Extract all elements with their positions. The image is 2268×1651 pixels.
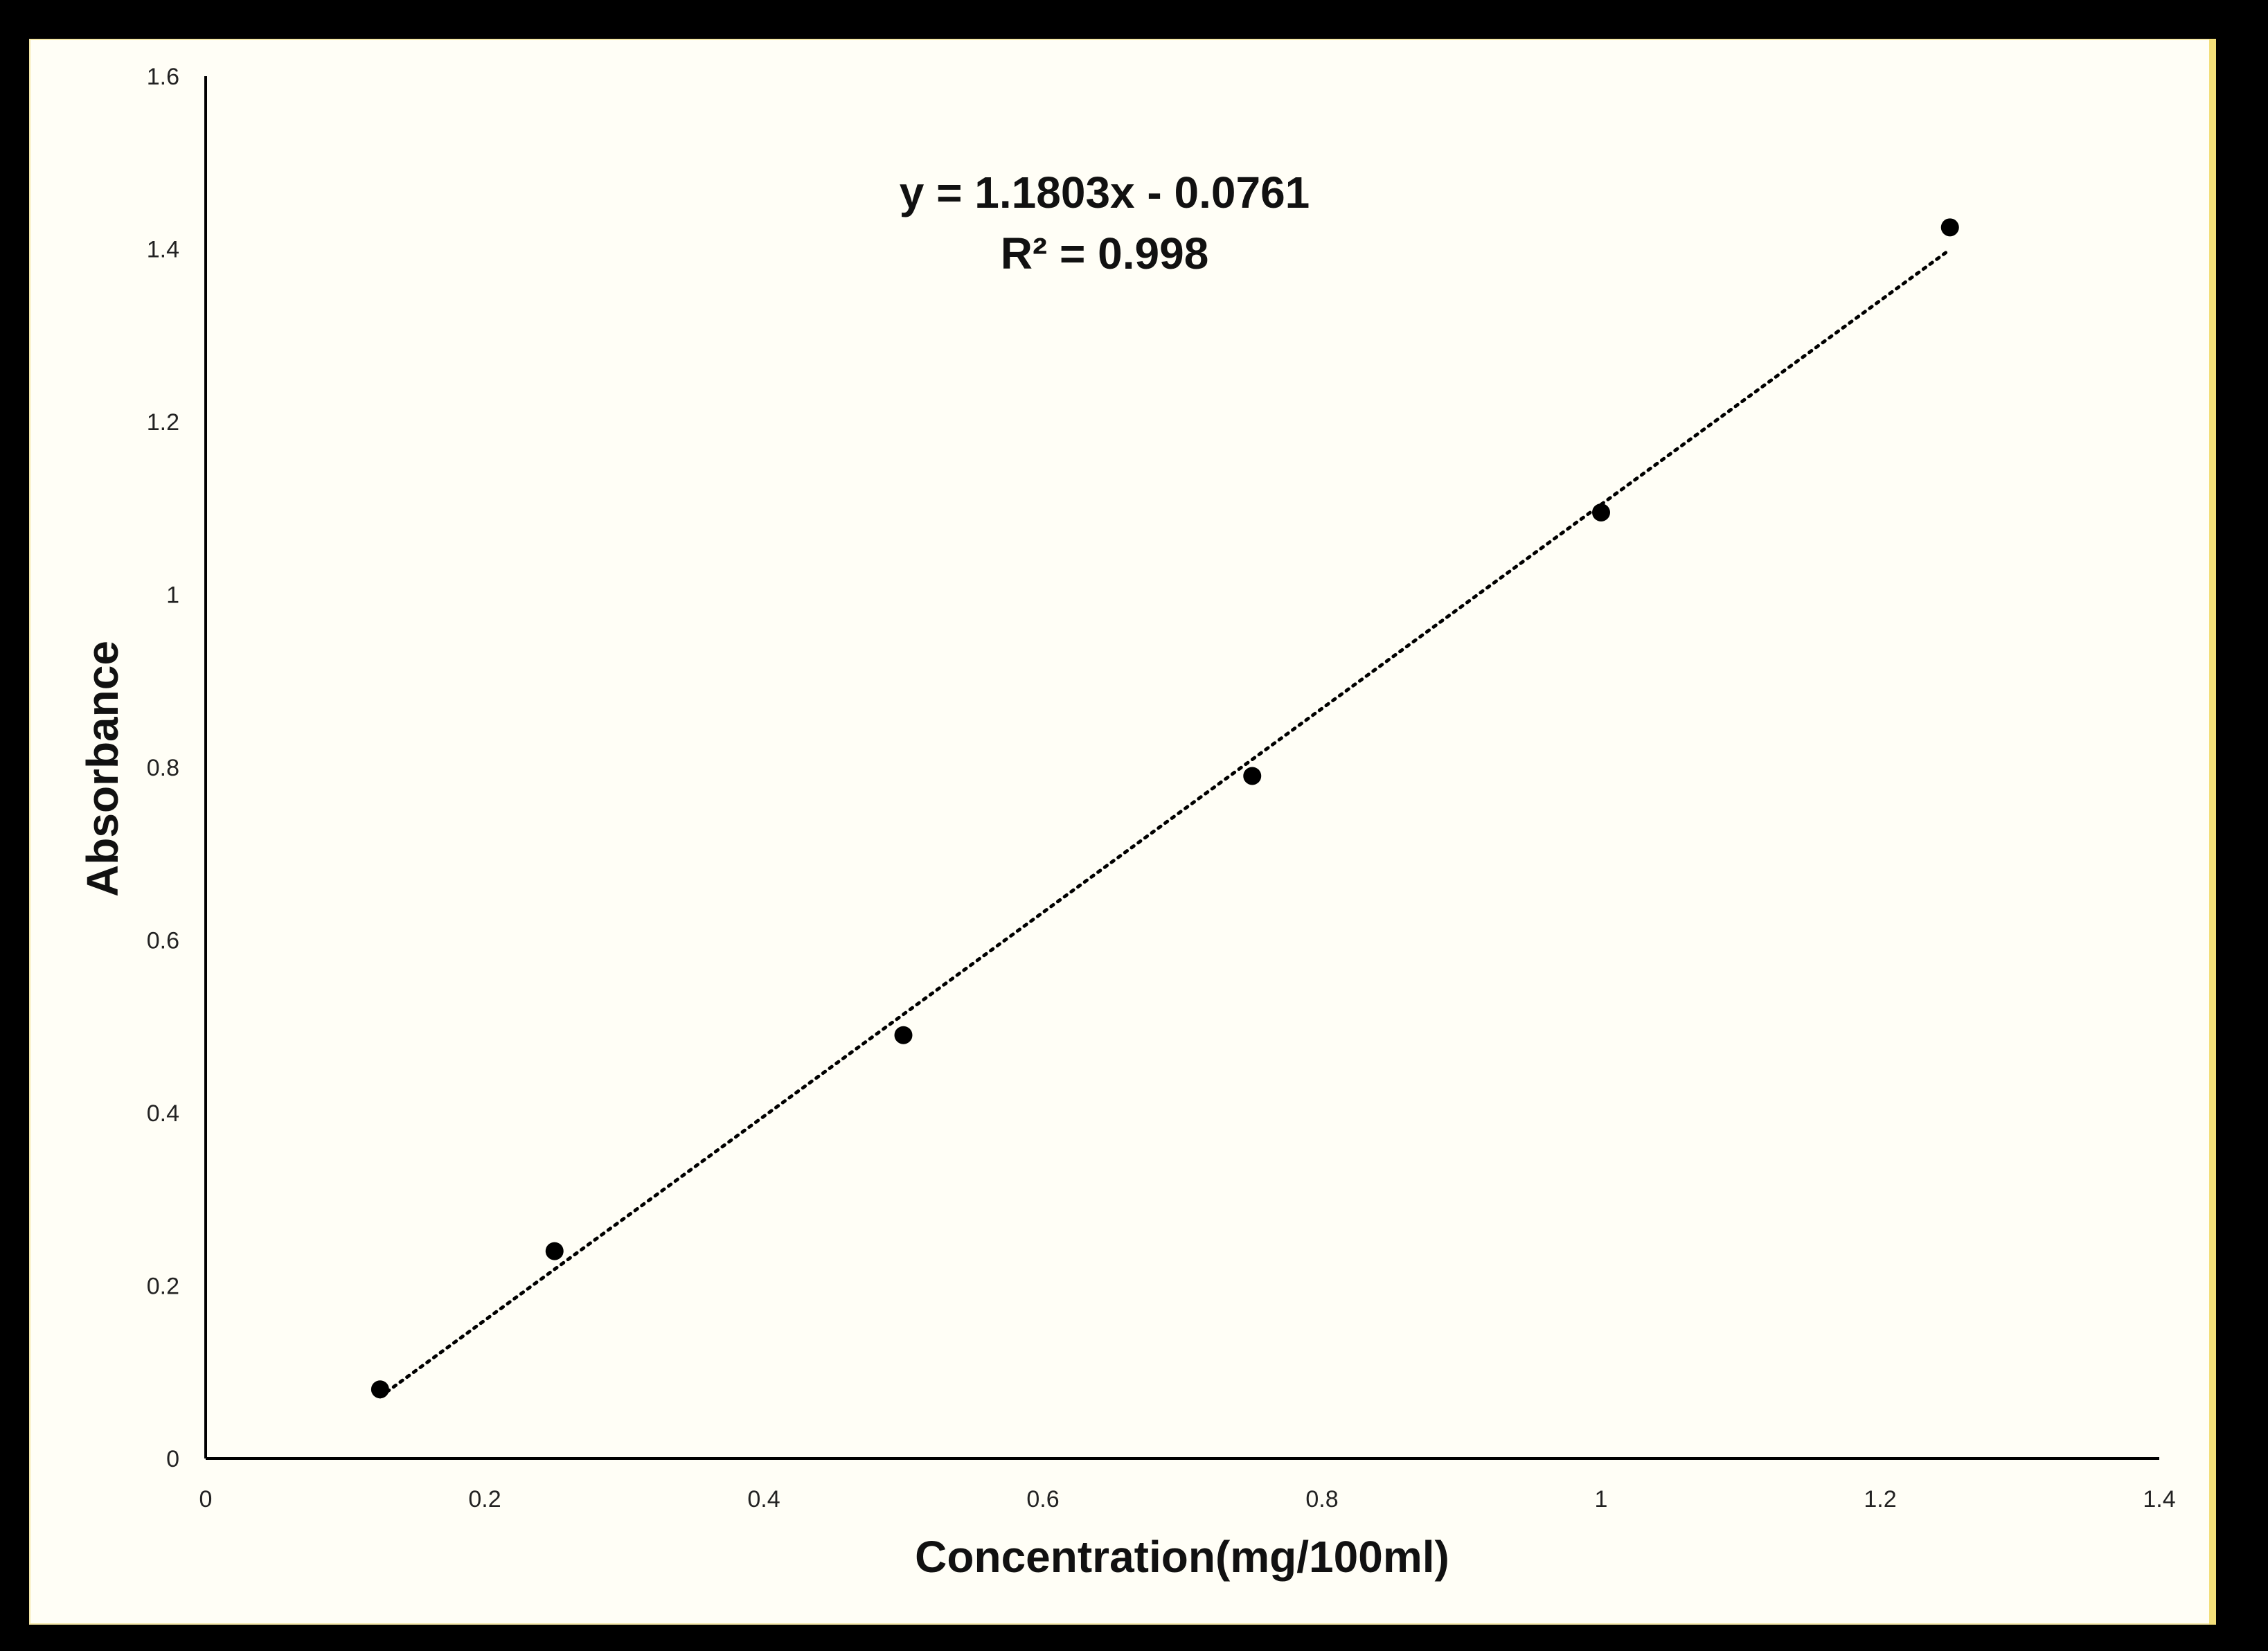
x-tick-label: 0 xyxy=(199,1486,213,1512)
chart-area xyxy=(29,39,2216,1625)
data-point xyxy=(545,1242,564,1260)
x-tick-label: 1 xyxy=(1595,1486,1608,1512)
y-tick-label: 0.6 xyxy=(147,928,179,954)
y-tick-label: 0 xyxy=(166,1446,179,1472)
trendline-equation: y = 1.1803x - 0.0761 xyxy=(900,168,1310,217)
x-axis-title: Concentration(mg/100ml) xyxy=(915,1532,1449,1582)
x-tick-label: 0.8 xyxy=(1305,1486,1338,1512)
y-tick-label: 1.2 xyxy=(147,409,179,436)
x-tick-label: 0.6 xyxy=(1026,1486,1059,1512)
y-tick-label: 1.6 xyxy=(147,64,179,90)
y-tick-label: 0.4 xyxy=(147,1100,179,1127)
data-points xyxy=(370,218,1959,1399)
axes xyxy=(204,76,2159,1460)
y-tick-label: 0.8 xyxy=(147,755,179,781)
r-squared-label: R² = 0.998 xyxy=(1001,229,1209,278)
x-tick-label: 1.2 xyxy=(1864,1486,1896,1512)
y-tick-label: 0.2 xyxy=(147,1274,179,1300)
y-tick-label: 1.4 xyxy=(147,237,179,263)
data-point xyxy=(1940,218,1959,237)
data-point xyxy=(894,1026,913,1044)
x-tick-label: 0.2 xyxy=(468,1486,501,1512)
data-point xyxy=(1243,767,1262,785)
x-tick-label: 0.4 xyxy=(747,1486,780,1512)
trendline xyxy=(378,247,1952,1399)
x-tick-labels: 0 0.2 0.4 0.6 0.8 1 1.2 1.4 xyxy=(199,1486,2176,1512)
y-tick-label: 1 xyxy=(166,582,179,609)
data-point xyxy=(370,1380,389,1399)
x-tick-label: 1.4 xyxy=(2143,1486,2175,1512)
y-axis-title: Absorbance xyxy=(78,641,127,897)
y-tick-labels: 0 0.2 0.4 0.6 0.8 1 1.2 1.4 1.6 xyxy=(147,64,179,1472)
data-point xyxy=(1592,503,1610,521)
